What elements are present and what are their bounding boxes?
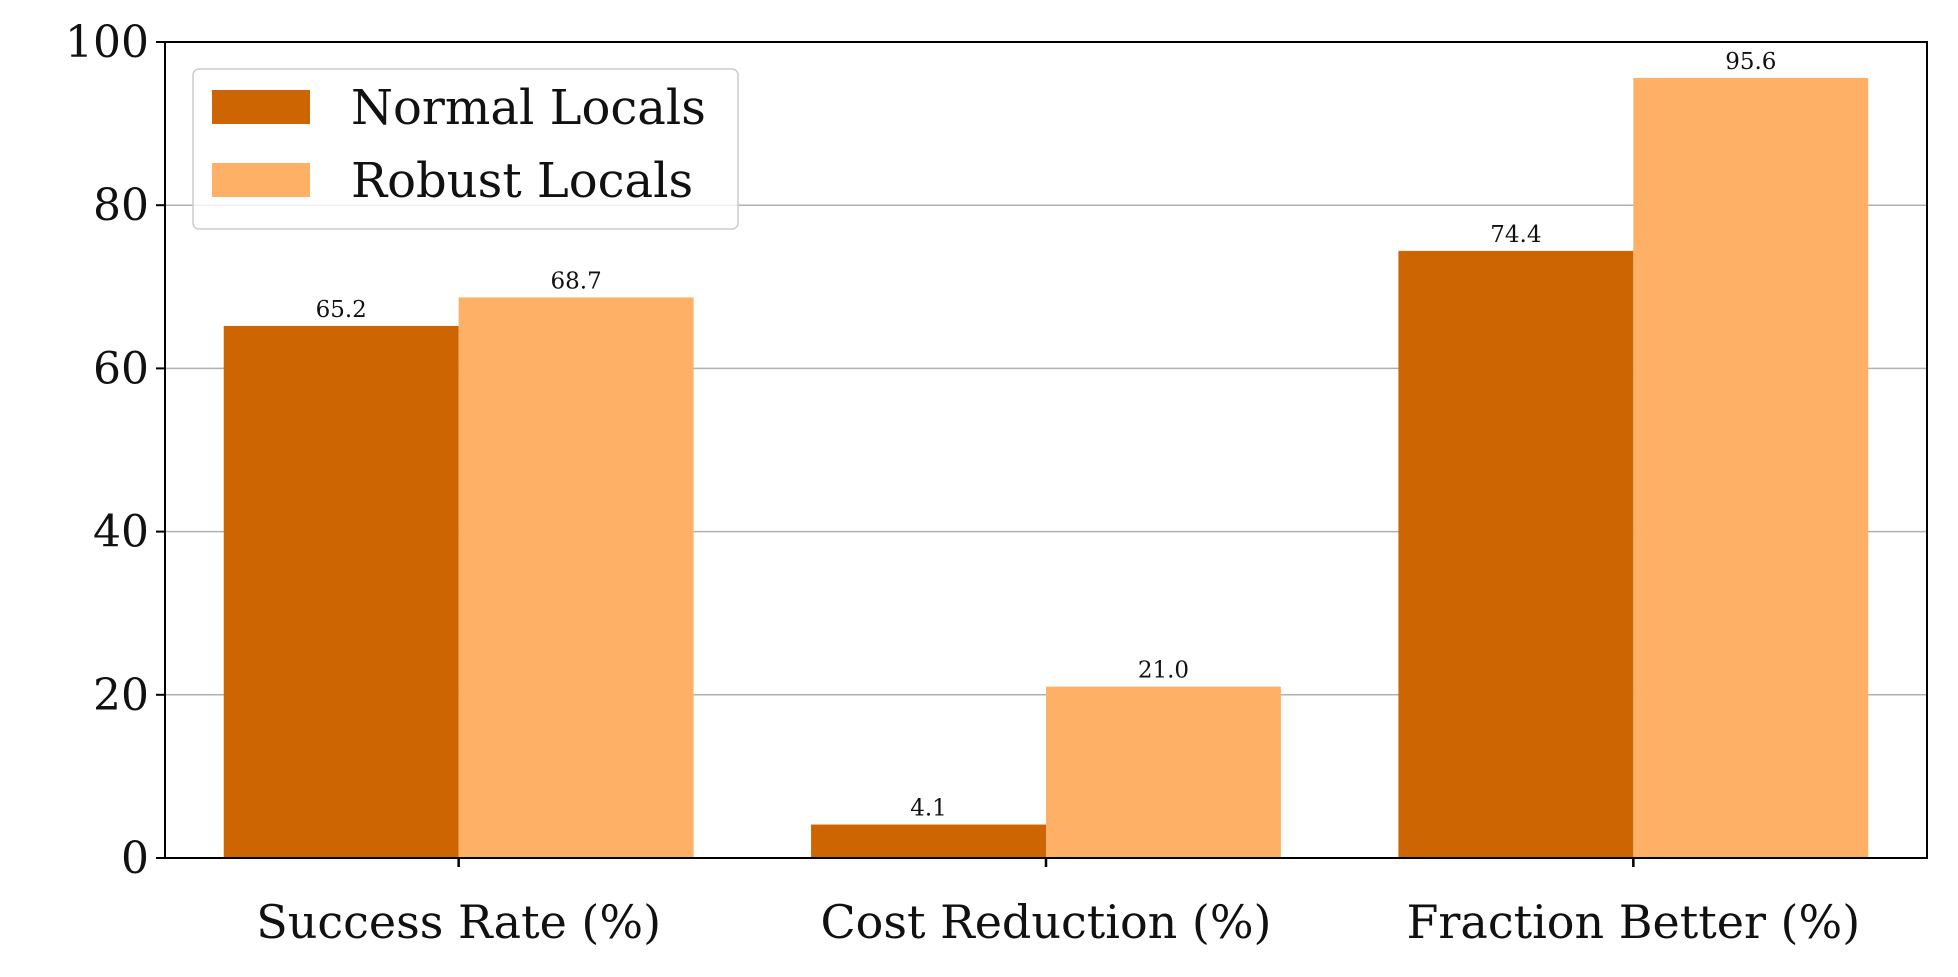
y-tick-label: 40 <box>93 507 149 558</box>
legend-label-normal-locals: Normal Locals <box>351 80 706 136</box>
data-labels: 65.2 68.7 4.1 21.0 74.4 95.6 <box>316 49 1777 822</box>
bar-value-label: 65.2 <box>316 297 367 323</box>
bar <box>811 824 1046 858</box>
y-tick-label: 100 <box>65 17 149 68</box>
bar-value-label: 21.0 <box>1138 658 1189 684</box>
bar-value-label: 4.1 <box>910 796 947 822</box>
bar-value-label: 74.4 <box>1490 222 1541 248</box>
legend-label-robust-locals: Robust Locals <box>351 153 693 209</box>
legend-swatch-normal-locals <box>212 90 310 124</box>
bar <box>223 325 459 858</box>
legend-box <box>192 68 739 230</box>
bar-value-label: 95.6 <box>1725 49 1776 75</box>
x-axis: Success Rate (%) Cost Reduction (%) Fracti… <box>256 858 1860 949</box>
bars <box>223 77 1869 859</box>
bar <box>1633 77 1869 859</box>
y-tick-label: 0 <box>121 833 149 884</box>
y-tick-label: 20 <box>93 670 149 721</box>
legend-swatch-robust-locals <box>212 163 310 197</box>
x-tick-label: Success Rate (%) <box>256 895 661 949</box>
x-tick-label: Cost Reduction (%) <box>820 895 1271 949</box>
y-tick-label: 80 <box>93 180 149 231</box>
y-axis: 0 20 40 60 80 100 <box>65 17 165 884</box>
legend: Normal Locals Robust Locals <box>192 68 739 230</box>
x-tick-label: Fraction Better (%) <box>1406 895 1860 949</box>
bar-value-label: 68.7 <box>551 268 602 294</box>
bar <box>458 297 694 859</box>
y-tick-label: 60 <box>93 343 149 394</box>
bar <box>1046 686 1281 858</box>
bar <box>1398 250 1634 858</box>
